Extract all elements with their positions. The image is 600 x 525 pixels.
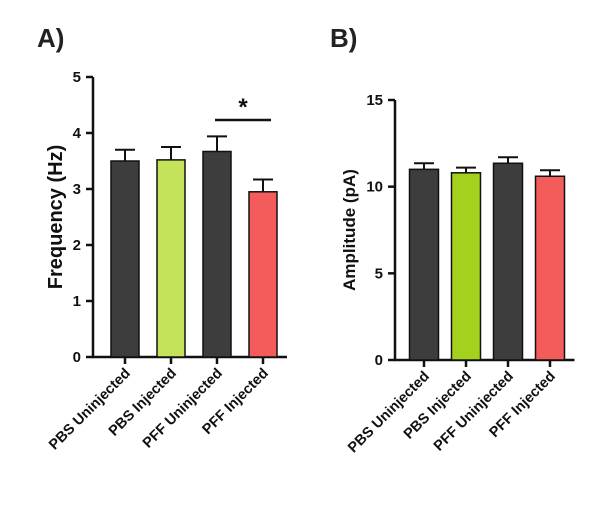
y-tick-label: 1: [73, 293, 81, 310]
y-tick-label: 10: [366, 179, 383, 196]
panel-label-b: B): [330, 23, 357, 53]
y-tick-label: 0: [375, 352, 383, 369]
y-tick-label: 5: [375, 265, 383, 282]
significance-asterisk: *: [238, 94, 248, 121]
bar-pbs-injected: [450, 172, 482, 361]
bar-pbs-uninjected: [110, 160, 140, 358]
y-tick-label: 5: [73, 69, 81, 86]
y-tick-label: 15: [366, 92, 383, 109]
y-tick-label: 4: [73, 125, 82, 142]
panel-label-a: A): [37, 23, 64, 53]
y-axis-title-amplitude: Amplitude (pA): [340, 169, 359, 291]
bar-pff-injected: [534, 175, 566, 361]
bar-pbs-uninjected: [408, 168, 440, 361]
bar-pff-uninjected: [492, 162, 524, 361]
bar-pbs-injected: [156, 159, 186, 358]
x-tick-label: PFF Uninjected: [140, 366, 226, 452]
bar-pff-injected: [248, 191, 278, 358]
x-tick-label: PBS Uninjected: [46, 366, 134, 454]
bar-pff-uninjected: [202, 150, 232, 358]
y-axis-title-frequency: Frequency (Hz): [45, 145, 67, 289]
y-tick-label: 0: [73, 349, 81, 366]
y-tick-label: 2: [73, 237, 81, 254]
y-tick-label: 3: [73, 181, 81, 198]
